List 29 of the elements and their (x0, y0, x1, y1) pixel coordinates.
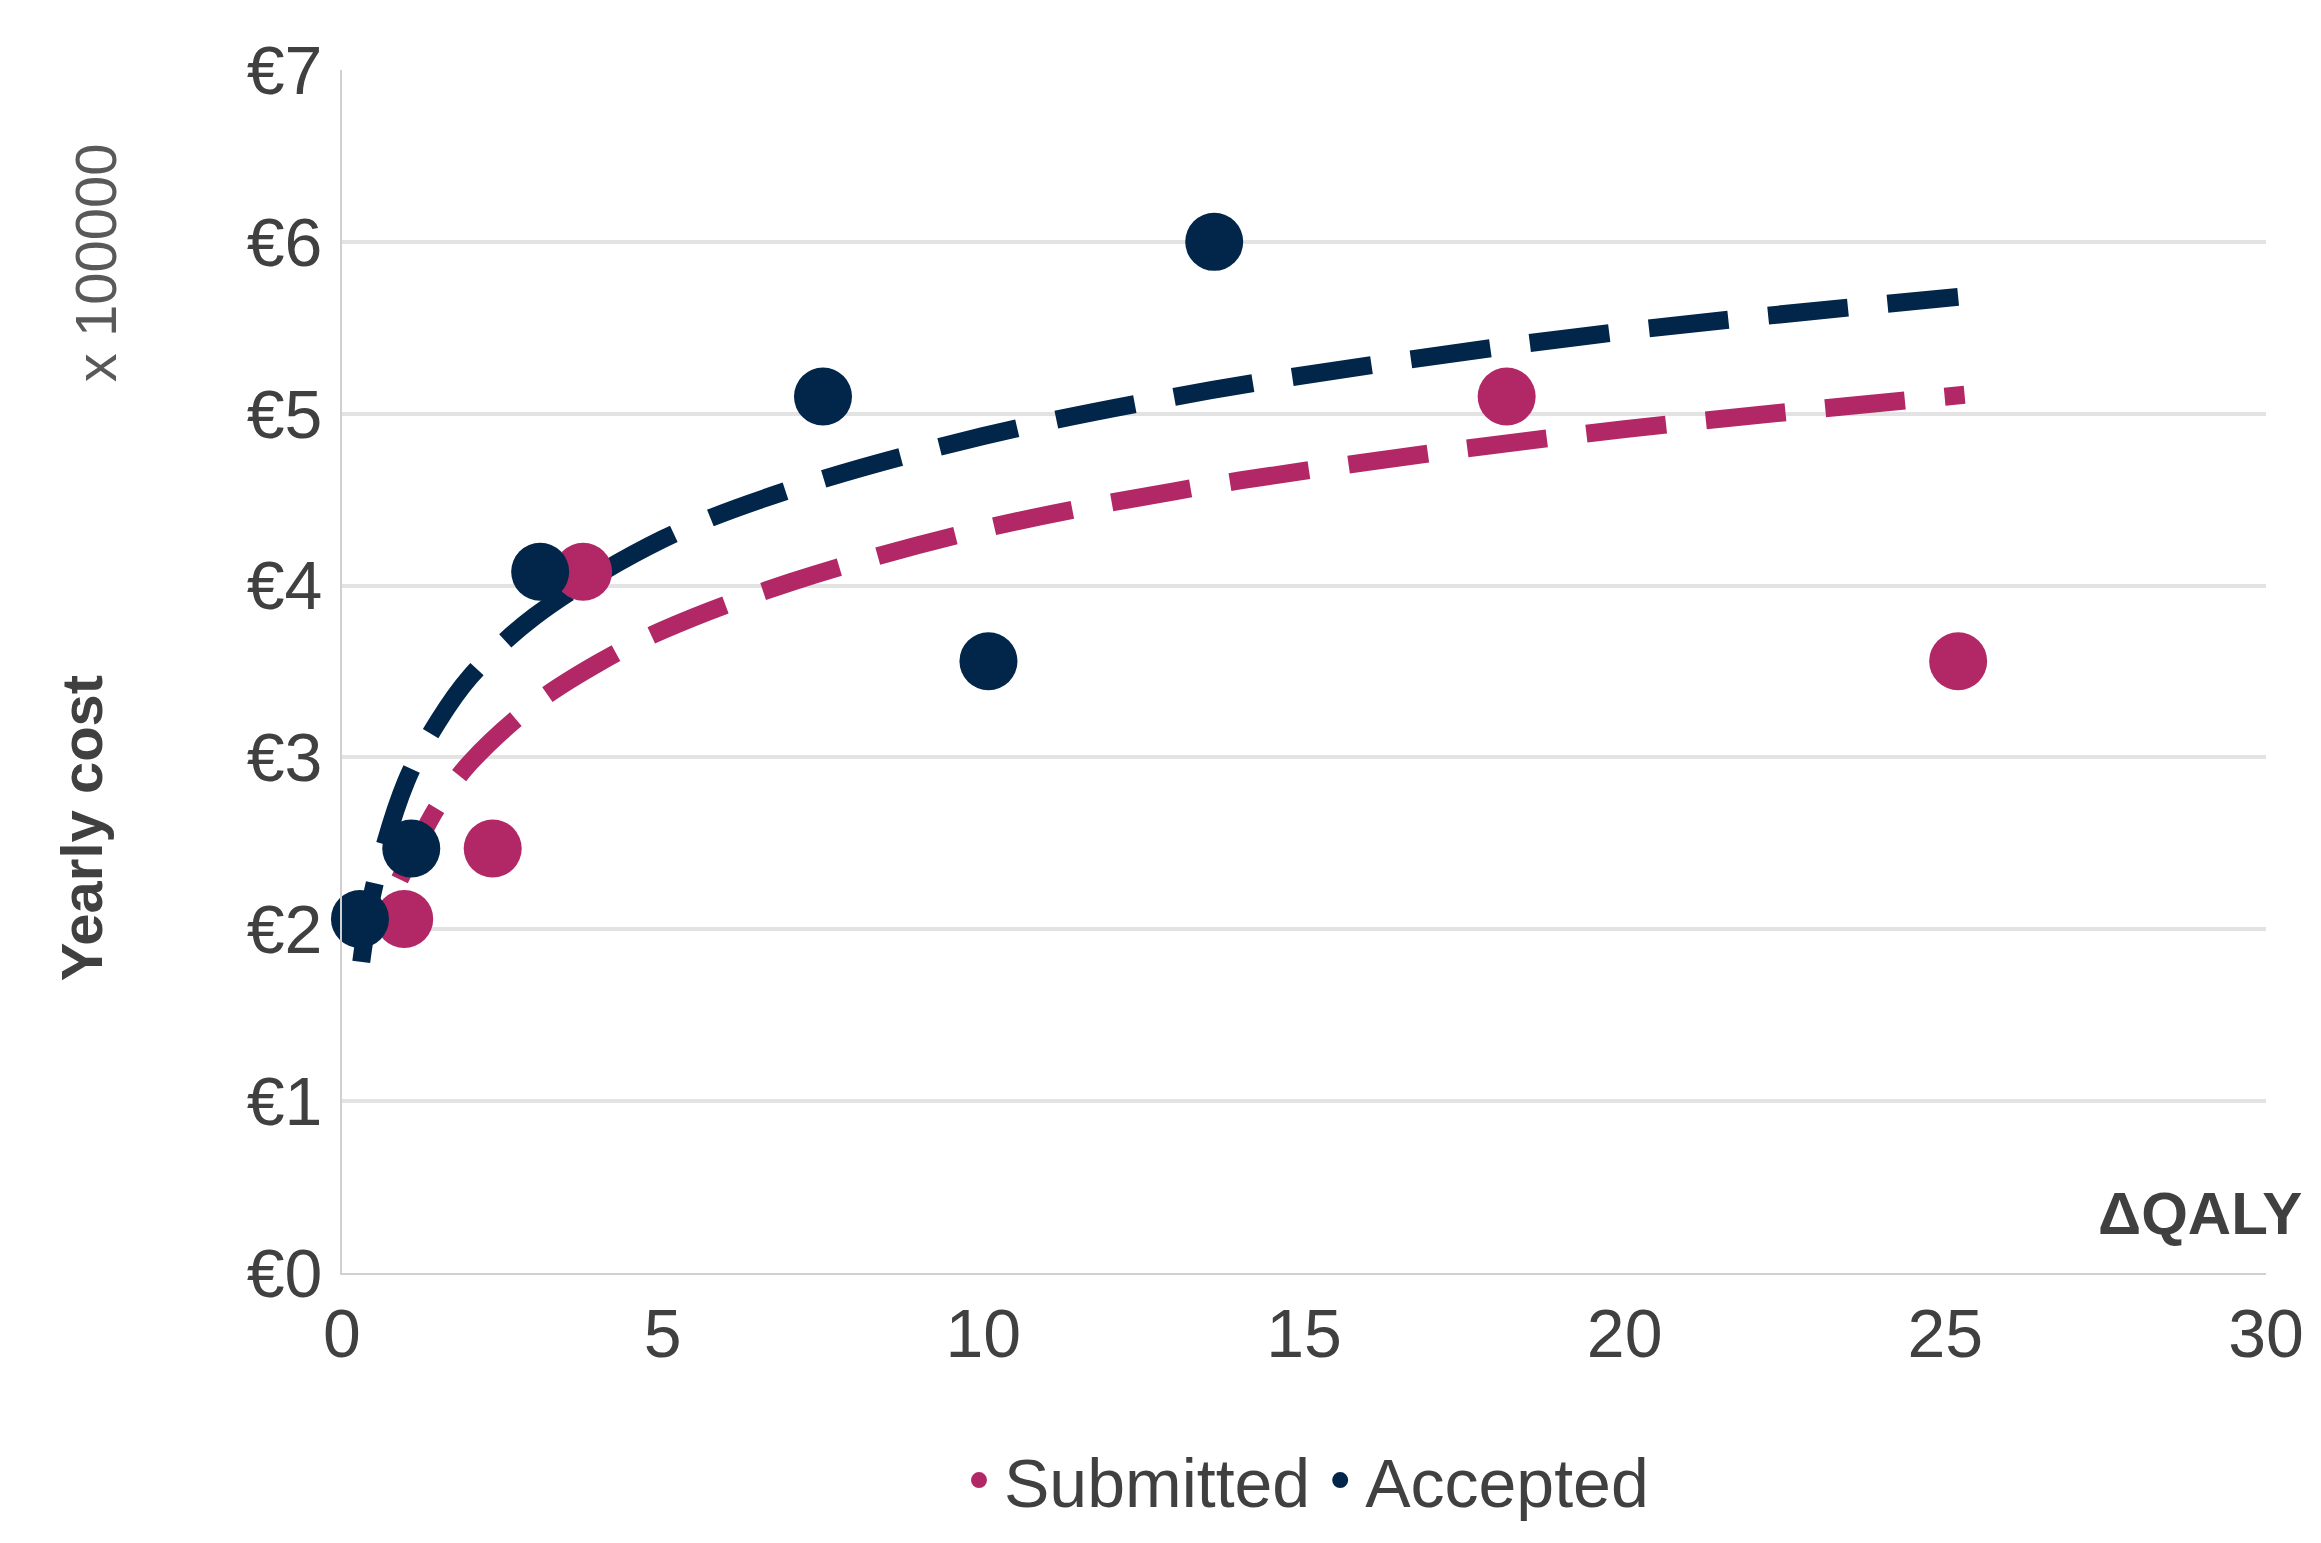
y-tick-label: €0 (246, 1234, 323, 1311)
x-tick-label: 30 (2228, 1294, 2304, 1371)
y-tick-label: €5 (246, 375, 323, 452)
x-axis-title: ΔQALY (2098, 1180, 2303, 1247)
point (794, 367, 852, 426)
y-tick-label: €4 (246, 547, 323, 624)
text: x 100000 (63, 143, 129, 383)
point (959, 632, 1018, 691)
y-tick-label: €1 (246, 1062, 323, 1139)
point (382, 819, 441, 878)
y-tick-label: €6 (246, 203, 323, 280)
point (1185, 212, 1244, 271)
y-axis-title: Yearly cost (49, 674, 115, 982)
point (511, 542, 570, 601)
y-tick-label: €7 (246, 31, 323, 108)
x-tick-label: 20 (1586, 1294, 1663, 1371)
x-tick-label: 25 (1907, 1294, 1984, 1371)
x-tick-label: 10 (945, 1294, 1022, 1371)
x-tick-label: 15 (1266, 1294, 1342, 1371)
point (330, 889, 389, 948)
legend-label: Submitted (1004, 1444, 1311, 1521)
x-tick-label: 5 (643, 1294, 682, 1371)
point (1929, 632, 1988, 691)
legend-label: Accepted (1365, 1444, 1649, 1521)
y-tick-label: €2 (246, 891, 323, 968)
point (1477, 367, 1536, 426)
y-tick-label: €3 (246, 719, 323, 796)
point (463, 819, 522, 878)
x-tick-label: 0 (323, 1294, 361, 1371)
